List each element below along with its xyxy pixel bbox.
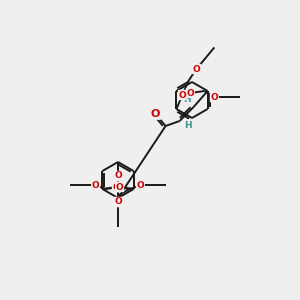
Text: O: O bbox=[114, 172, 122, 181]
Text: O: O bbox=[136, 181, 144, 190]
Text: O: O bbox=[116, 182, 124, 191]
Text: O: O bbox=[151, 109, 160, 119]
Text: O: O bbox=[193, 64, 200, 74]
Text: H: H bbox=[183, 95, 190, 104]
Text: O: O bbox=[187, 88, 194, 98]
Text: O: O bbox=[211, 92, 218, 101]
Text: O: O bbox=[114, 197, 122, 206]
Text: O: O bbox=[92, 181, 100, 190]
Text: H: H bbox=[184, 121, 191, 130]
Text: O: O bbox=[178, 91, 186, 100]
Text: O: O bbox=[112, 182, 120, 191]
